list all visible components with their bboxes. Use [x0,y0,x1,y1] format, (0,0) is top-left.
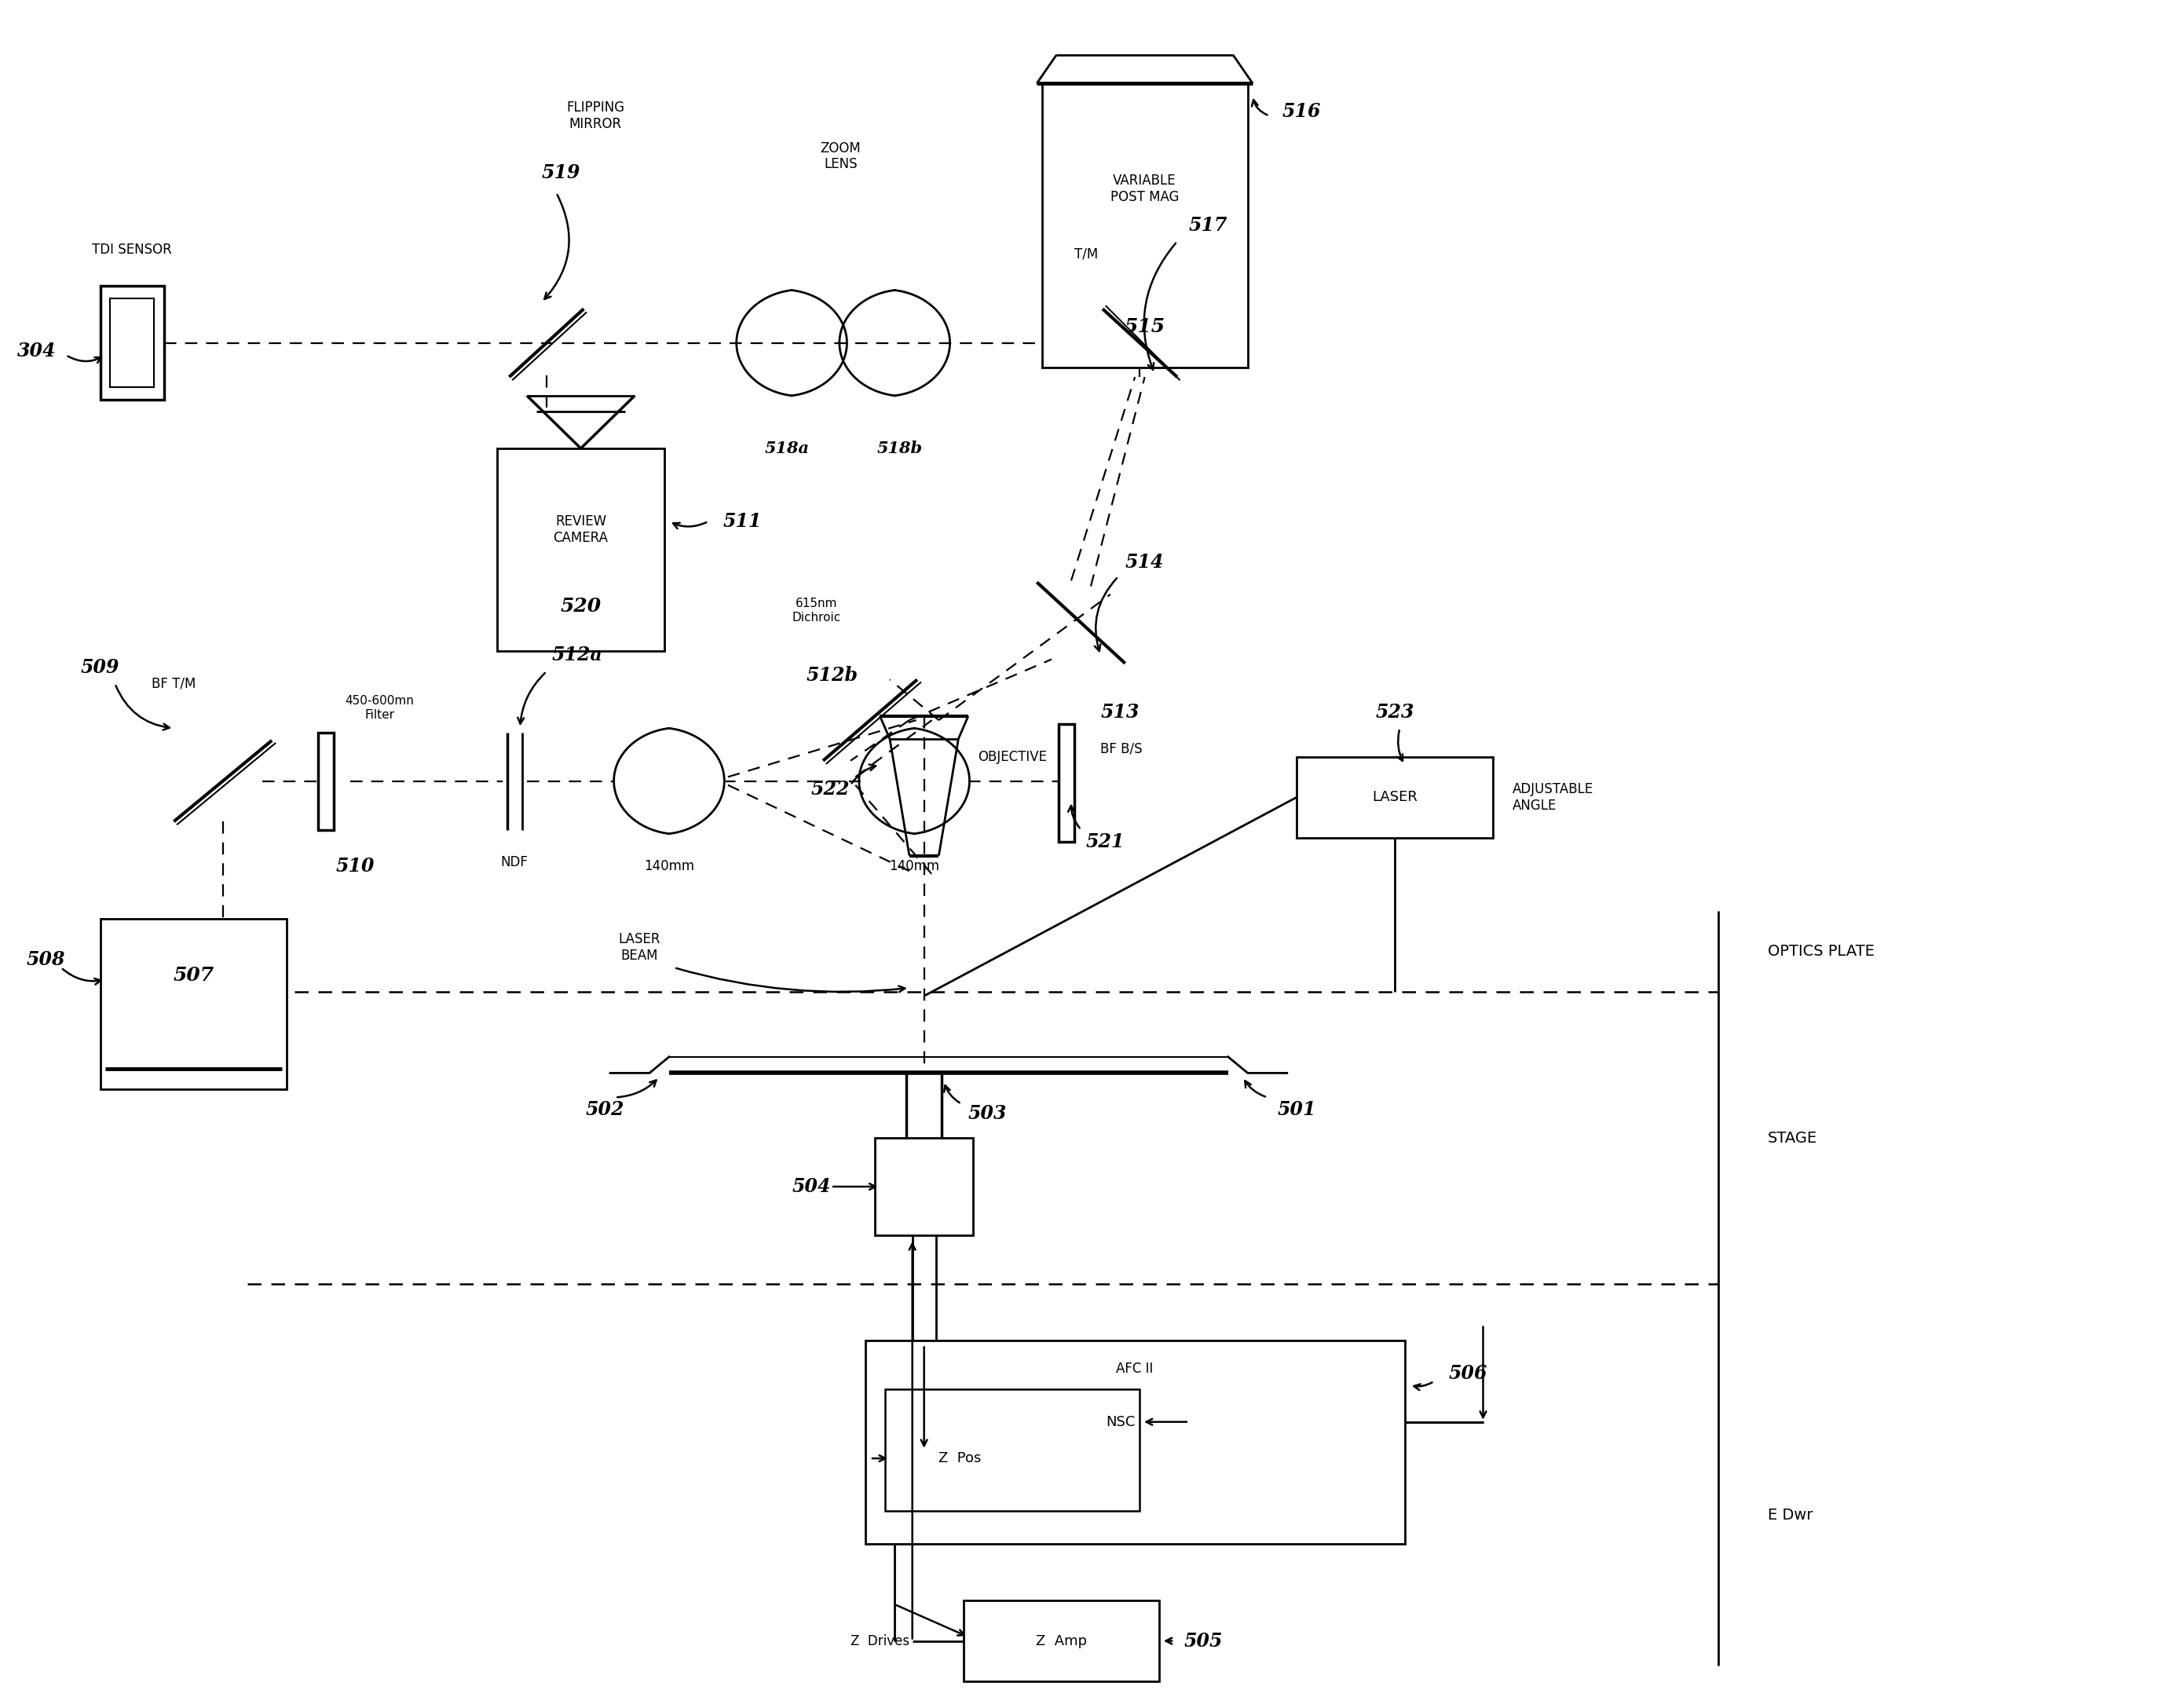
Text: 505: 505 [1185,1631,1224,1650]
Text: 512b: 512b [806,666,858,685]
Text: T/M: T/M [1075,246,1098,261]
Text: OPTICS PLATE: OPTICS PLATE [1769,945,1874,958]
Text: Z  Pos: Z Pos [938,1452,982,1465]
Text: 615nm
Dichroic: 615nm Dichroic [791,598,841,623]
Text: FLIPPING
MIRROR: FLIPPING MIRROR [566,101,625,132]
Text: 509: 509 [80,658,119,676]
Text: 504: 504 [791,1177,830,1196]
Text: NDF: NDF [499,856,528,869]
Text: 521: 521 [1085,832,1124,851]
Text: VARIABLE
POST MAG: VARIABLE POST MAG [1111,174,1178,203]
Text: 506: 506 [1449,1363,1487,1383]
Text: Z  Amp: Z Amp [1036,1635,1087,1648]
Text: LASER: LASER [1373,791,1418,804]
Bar [1042,84,1247,367]
Bar [876,1138,973,1235]
Text: 511: 511 [722,512,761,531]
Text: 515: 515 [1124,318,1165,336]
Bar [99,287,164,400]
Text: 522: 522 [811,779,850,799]
Text: 523: 523 [1375,702,1414,721]
Bar [99,919,288,1090]
Text: 514: 514 [1124,552,1163,572]
Text: 508: 508 [26,950,65,968]
Text: 507: 507 [173,967,214,986]
Text: 513: 513 [1100,702,1139,721]
Text: BF B/S: BF B/S [1100,741,1144,755]
Text: STAGE: STAGE [1769,1131,1818,1146]
Text: 519: 519 [543,164,582,183]
Text: 140mm: 140mm [889,859,940,873]
Bar [884,1389,1139,1512]
Text: 520: 520 [560,598,601,617]
Text: 510: 510 [335,857,374,876]
Text: 512a: 512a [551,646,603,664]
Text: ZOOM
LENS: ZOOM LENS [819,142,860,171]
Bar [497,449,664,651]
Text: 501: 501 [1278,1100,1317,1119]
Text: 502: 502 [586,1100,625,1119]
Text: 304: 304 [17,342,56,360]
Text: LASER
BEAM: LASER BEAM [618,933,662,963]
Text: 516: 516 [1282,102,1321,121]
Bar [865,1341,1405,1544]
Text: 518a: 518a [765,441,809,456]
Bar [1297,757,1494,839]
Text: 140mm: 140mm [644,859,694,873]
Bar [110,299,154,388]
Text: BF T/M: BF T/M [151,676,197,690]
Text: Z  Drives: Z Drives [850,1635,910,1648]
Text: NSC: NSC [1105,1414,1135,1430]
Text: 503: 503 [969,1103,1007,1124]
Text: ADJUSTABLE
ANGLE: ADJUSTABLE ANGLE [1513,782,1593,813]
Text: REVIEW
CAMERA: REVIEW CAMERA [553,514,608,545]
Bar [964,1600,1159,1681]
Text: 518b: 518b [878,441,923,456]
Text: 517: 517 [1189,215,1228,234]
Bar [318,733,333,830]
Text: OBJECTIVE: OBJECTIVE [977,750,1046,763]
Text: E Dwr: E Dwr [1769,1508,1812,1522]
Bar [1059,724,1075,842]
Text: TDI SENSOR: TDI SENSOR [93,243,173,256]
Text: AFC II: AFC II [1116,1361,1155,1377]
Text: 450-600mn
Filter: 450-600mn Filter [346,695,415,721]
